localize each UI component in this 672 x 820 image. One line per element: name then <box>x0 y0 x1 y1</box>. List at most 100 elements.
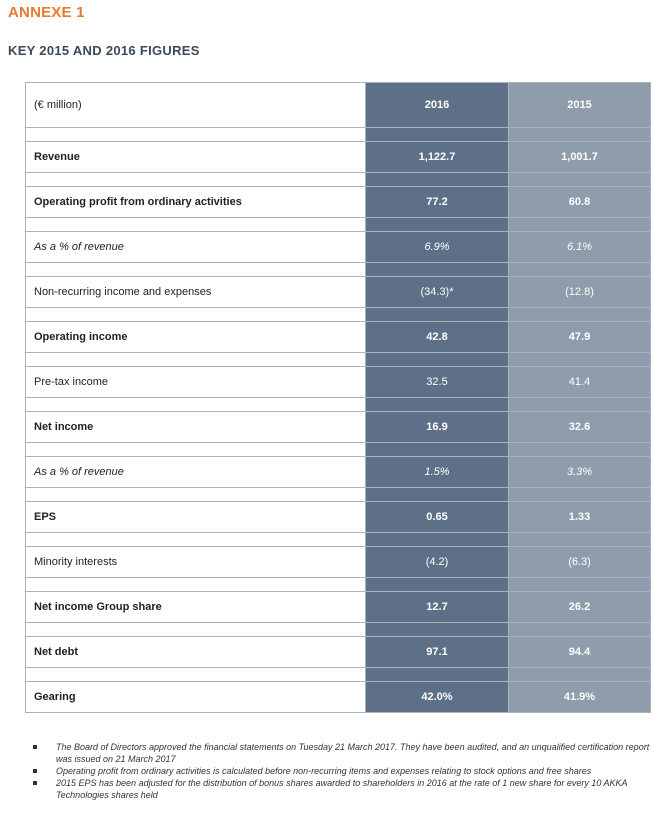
section-title: KEY 2015 AND 2016 FIGURES <box>8 43 200 58</box>
spacer-cell <box>25 127 366 142</box>
table-row: Non-recurring income and expenses (34.3)*… <box>25 276 651 308</box>
row-label: Net debt <box>25 636 366 668</box>
spacer-cell <box>508 397 651 412</box>
row-label: Non-recurring income and expenses <box>25 276 366 308</box>
spacer-cell <box>365 172 509 187</box>
bullet-icon <box>33 745 37 749</box>
footnote-text: Operating profit from ordinary activitie… <box>56 766 592 776</box>
spacer-cell <box>365 217 509 232</box>
footnotes: The Board of Directors approved the fina… <box>33 741 653 801</box>
value-2016: (34.3)* <box>365 276 509 308</box>
row-label: Operating profit from ordinary activitie… <box>25 186 366 218</box>
spacer-cell <box>25 532 366 547</box>
footnote: The Board of Directors approved the fina… <box>33 741 653 765</box>
row-label: As a % of revenue <box>25 231 366 263</box>
spacer-cell <box>508 667 651 682</box>
spacer-cell <box>508 487 651 502</box>
spacer-cell <box>365 397 509 412</box>
spacer-cell <box>25 577 366 592</box>
key-figures-table: (€ million) 2016 2015 Revenue 1,122.7 1,00… <box>25 82 651 713</box>
spacer-cell <box>508 307 651 322</box>
spacer-cell <box>508 217 651 232</box>
value-2015: 3.3% <box>508 456 651 488</box>
value-2016: 97.1 <box>365 636 509 668</box>
spacer-cell <box>365 352 509 367</box>
value-2015: 1.33 <box>508 501 651 533</box>
footnote: Operating profit from ordinary activitie… <box>33 765 653 777</box>
spacer-cell <box>365 622 509 637</box>
table-row: As a % of revenue 6.9% 6.1% <box>25 231 651 263</box>
spacer-cell <box>365 127 509 142</box>
value-2016: 6.9% <box>365 231 509 263</box>
row-label: As a % of revenue <box>25 456 366 488</box>
spacer-row <box>25 622 651 637</box>
value-2016: (4.2) <box>365 546 509 578</box>
spacer-row <box>25 172 651 187</box>
table-row: Net income 16.9 32.6 <box>25 411 651 443</box>
value-2015: 60.8 <box>508 186 651 218</box>
row-label: Minority interests <box>25 546 366 578</box>
value-2016: 32.5 <box>365 366 509 398</box>
table-header-row: (€ million) 2016 2015 <box>25 82 651 128</box>
spacer-cell <box>365 532 509 547</box>
table-row: Minority interests (4.2) (6.3) <box>25 546 651 578</box>
footnote: 2015 EPS has been adjusted for the distr… <box>33 777 653 801</box>
spacer-row <box>25 397 651 412</box>
spacer-cell <box>365 487 509 502</box>
value-2016: 42.8 <box>365 321 509 353</box>
spacer-row <box>25 532 651 547</box>
row-label: Operating income <box>25 321 366 353</box>
value-2015: 47.9 <box>508 321 651 353</box>
spacer-cell <box>508 262 651 277</box>
row-label: Net income <box>25 411 366 443</box>
value-2016: 16.9 <box>365 411 509 443</box>
bullet-icon <box>33 769 37 773</box>
spacer-cell <box>25 622 366 637</box>
spacer-cell <box>365 262 509 277</box>
bullet-icon <box>33 781 37 785</box>
value-2016: 1,122.7 <box>365 141 509 173</box>
value-2015: (6.3) <box>508 546 651 578</box>
row-label: Net income Group share <box>25 591 366 623</box>
spacer-cell <box>365 442 509 457</box>
table-row: EPS 0.65 1.33 <box>25 501 651 533</box>
spacer-cell <box>25 217 366 232</box>
value-2015: 26.2 <box>508 591 651 623</box>
spacer-row <box>25 667 651 682</box>
table-row: Revenue 1,122.7 1,001.7 <box>25 141 651 173</box>
spacer-cell <box>508 577 651 592</box>
value-2016: 42.0% <box>365 681 509 713</box>
row-label: Gearing <box>25 681 366 713</box>
spacer-cell <box>25 487 366 502</box>
row-label: Revenue <box>25 141 366 173</box>
spacer-row <box>25 487 651 502</box>
spacer-cell <box>508 172 651 187</box>
spacer-row <box>25 262 651 277</box>
annexe-title: ANNEXE 1 <box>8 4 85 21</box>
spacer-row <box>25 307 651 322</box>
spacer-cell <box>25 667 366 682</box>
value-2016: 1.5% <box>365 456 509 488</box>
spacer-cell <box>365 307 509 322</box>
value-2016: 0.65 <box>365 501 509 533</box>
spacer-cell <box>25 172 366 187</box>
spacer-cell <box>365 577 509 592</box>
table-row: As a % of revenue 1.5% 3.3% <box>25 456 651 488</box>
footnote-text: 2015 EPS has been adjusted for the distr… <box>56 778 628 800</box>
spacer-cell <box>25 262 366 277</box>
value-2015: 41.4 <box>508 366 651 398</box>
table-row: Operating profit from ordinary activitie… <box>25 186 651 218</box>
table-row: Operating income 42.8 47.9 <box>25 321 651 353</box>
value-2015: (12.8) <box>508 276 651 308</box>
spacer-cell <box>508 127 651 142</box>
table-row: Net income Group share 12.7 26.2 <box>25 591 651 623</box>
value-2015: 41.9% <box>508 681 651 713</box>
spacer-row <box>25 217 651 232</box>
table-row: Pre-tax income 32.5 41.4 <box>25 366 651 398</box>
value-2016: 12.7 <box>365 591 509 623</box>
value-2016: 77.2 <box>365 186 509 218</box>
spacer-cell <box>25 307 366 322</box>
spacer-row <box>25 442 651 457</box>
table-row: Net debt 97.1 94.4 <box>25 636 651 668</box>
row-label: EPS <box>25 501 366 533</box>
